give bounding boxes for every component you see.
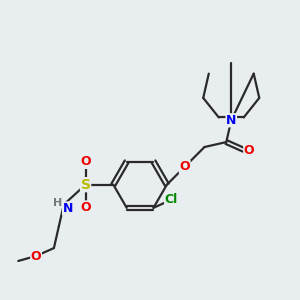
Text: O: O bbox=[179, 160, 190, 173]
Text: O: O bbox=[31, 250, 41, 262]
Text: O: O bbox=[80, 155, 91, 168]
Text: N: N bbox=[63, 202, 73, 215]
Text: N: N bbox=[226, 114, 236, 127]
Text: O: O bbox=[80, 201, 91, 214]
Text: H: H bbox=[52, 197, 62, 208]
Text: O: O bbox=[244, 143, 254, 157]
Text: Cl: Cl bbox=[165, 194, 178, 206]
Text: S: S bbox=[81, 178, 91, 192]
